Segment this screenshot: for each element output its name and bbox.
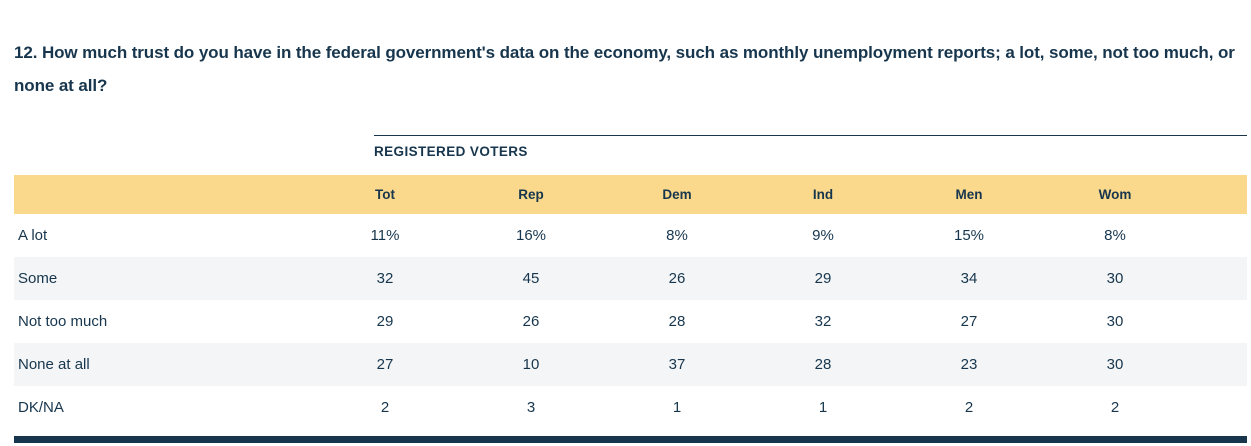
column-header-men: Men [955, 187, 983, 202]
cell-value: 30 [1106, 313, 1124, 330]
table-row: DK/NA 2 3 1 1 2 2 [14, 386, 1247, 429]
cell-value: 45 [522, 270, 540, 287]
row-label: DK/NA [18, 399, 64, 416]
cell-value: 27 [376, 356, 394, 373]
cell-value: 27 [960, 313, 978, 330]
cell-value: 29 [814, 270, 832, 287]
cell-value: 32 [814, 313, 832, 330]
cell-value: 30 [1106, 270, 1124, 287]
cell-value: 34 [960, 270, 978, 287]
cell-value: 15% [953, 227, 985, 244]
cell-value: 26 [522, 313, 540, 330]
cell-value: 11% [370, 227, 400, 244]
cell-value: 30 [1106, 356, 1124, 373]
spacer-cell [1188, 343, 1247, 386]
column-header-dem: Dem [662, 187, 692, 202]
cell-value: 2 [1110, 399, 1120, 416]
cell-value: 1 [818, 399, 828, 416]
cell-value: 32 [376, 270, 394, 287]
spacer-cell [1188, 214, 1247, 257]
table-header-row: Tot Rep Dem Ind Men Wom [14, 175, 1247, 214]
row-label: A lot [18, 227, 48, 244]
question-text: 12. How much trust do you have in the fe… [14, 43, 1235, 95]
cell-value: 2 [964, 399, 974, 416]
cell-value: 8% [666, 227, 688, 244]
cell-value: 9% [812, 227, 834, 244]
cell-value: 28 [668, 313, 686, 330]
cell-value: 8% [1104, 227, 1126, 244]
column-header-ind: Ind [812, 187, 834, 202]
spacer-cell [1188, 175, 1247, 214]
cell-value: 2 [380, 399, 390, 416]
row-label: None at all [18, 356, 90, 373]
cell-value: 1 [672, 399, 682, 416]
table-row: Some 32 45 26 29 34 30 [14, 257, 1247, 300]
section-header: REGISTERED VOTERS [374, 144, 528, 159]
corner-cell [14, 175, 312, 214]
cell-value: 37 [668, 356, 686, 373]
table-row: Not too much 29 26 28 32 27 30 [14, 300, 1247, 343]
bottom-divider-bar [14, 436, 1247, 443]
column-header-rep: Rep [518, 187, 544, 202]
table-row: A lot 11% 16% 8% 9% 15% 8% [14, 214, 1247, 257]
cell-value: 10 [522, 356, 540, 373]
cell-value: 3 [526, 399, 536, 416]
row-label: Not too much [18, 313, 108, 330]
spacer-cell [1188, 300, 1247, 343]
column-header-tot: Tot [375, 187, 395, 202]
table-row: None at all 27 10 37 28 23 30 [14, 343, 1247, 386]
spacer-cell [1188, 257, 1247, 300]
row-label: Some [18, 270, 58, 287]
cell-value: 29 [376, 313, 394, 330]
column-header-wom: Wom [1098, 187, 1132, 202]
cell-value: 16% [515, 227, 547, 244]
spacer-cell [1188, 386, 1247, 429]
cell-value: 28 [814, 356, 832, 373]
crosstab-table: Tot Rep Dem Ind Men Wom A lot 11% 16% 8%… [14, 175, 1247, 429]
cell-value: 26 [668, 270, 686, 287]
registered-voters-section: REGISTERED VOTERS [374, 135, 1247, 159]
cell-value: 23 [960, 356, 978, 373]
